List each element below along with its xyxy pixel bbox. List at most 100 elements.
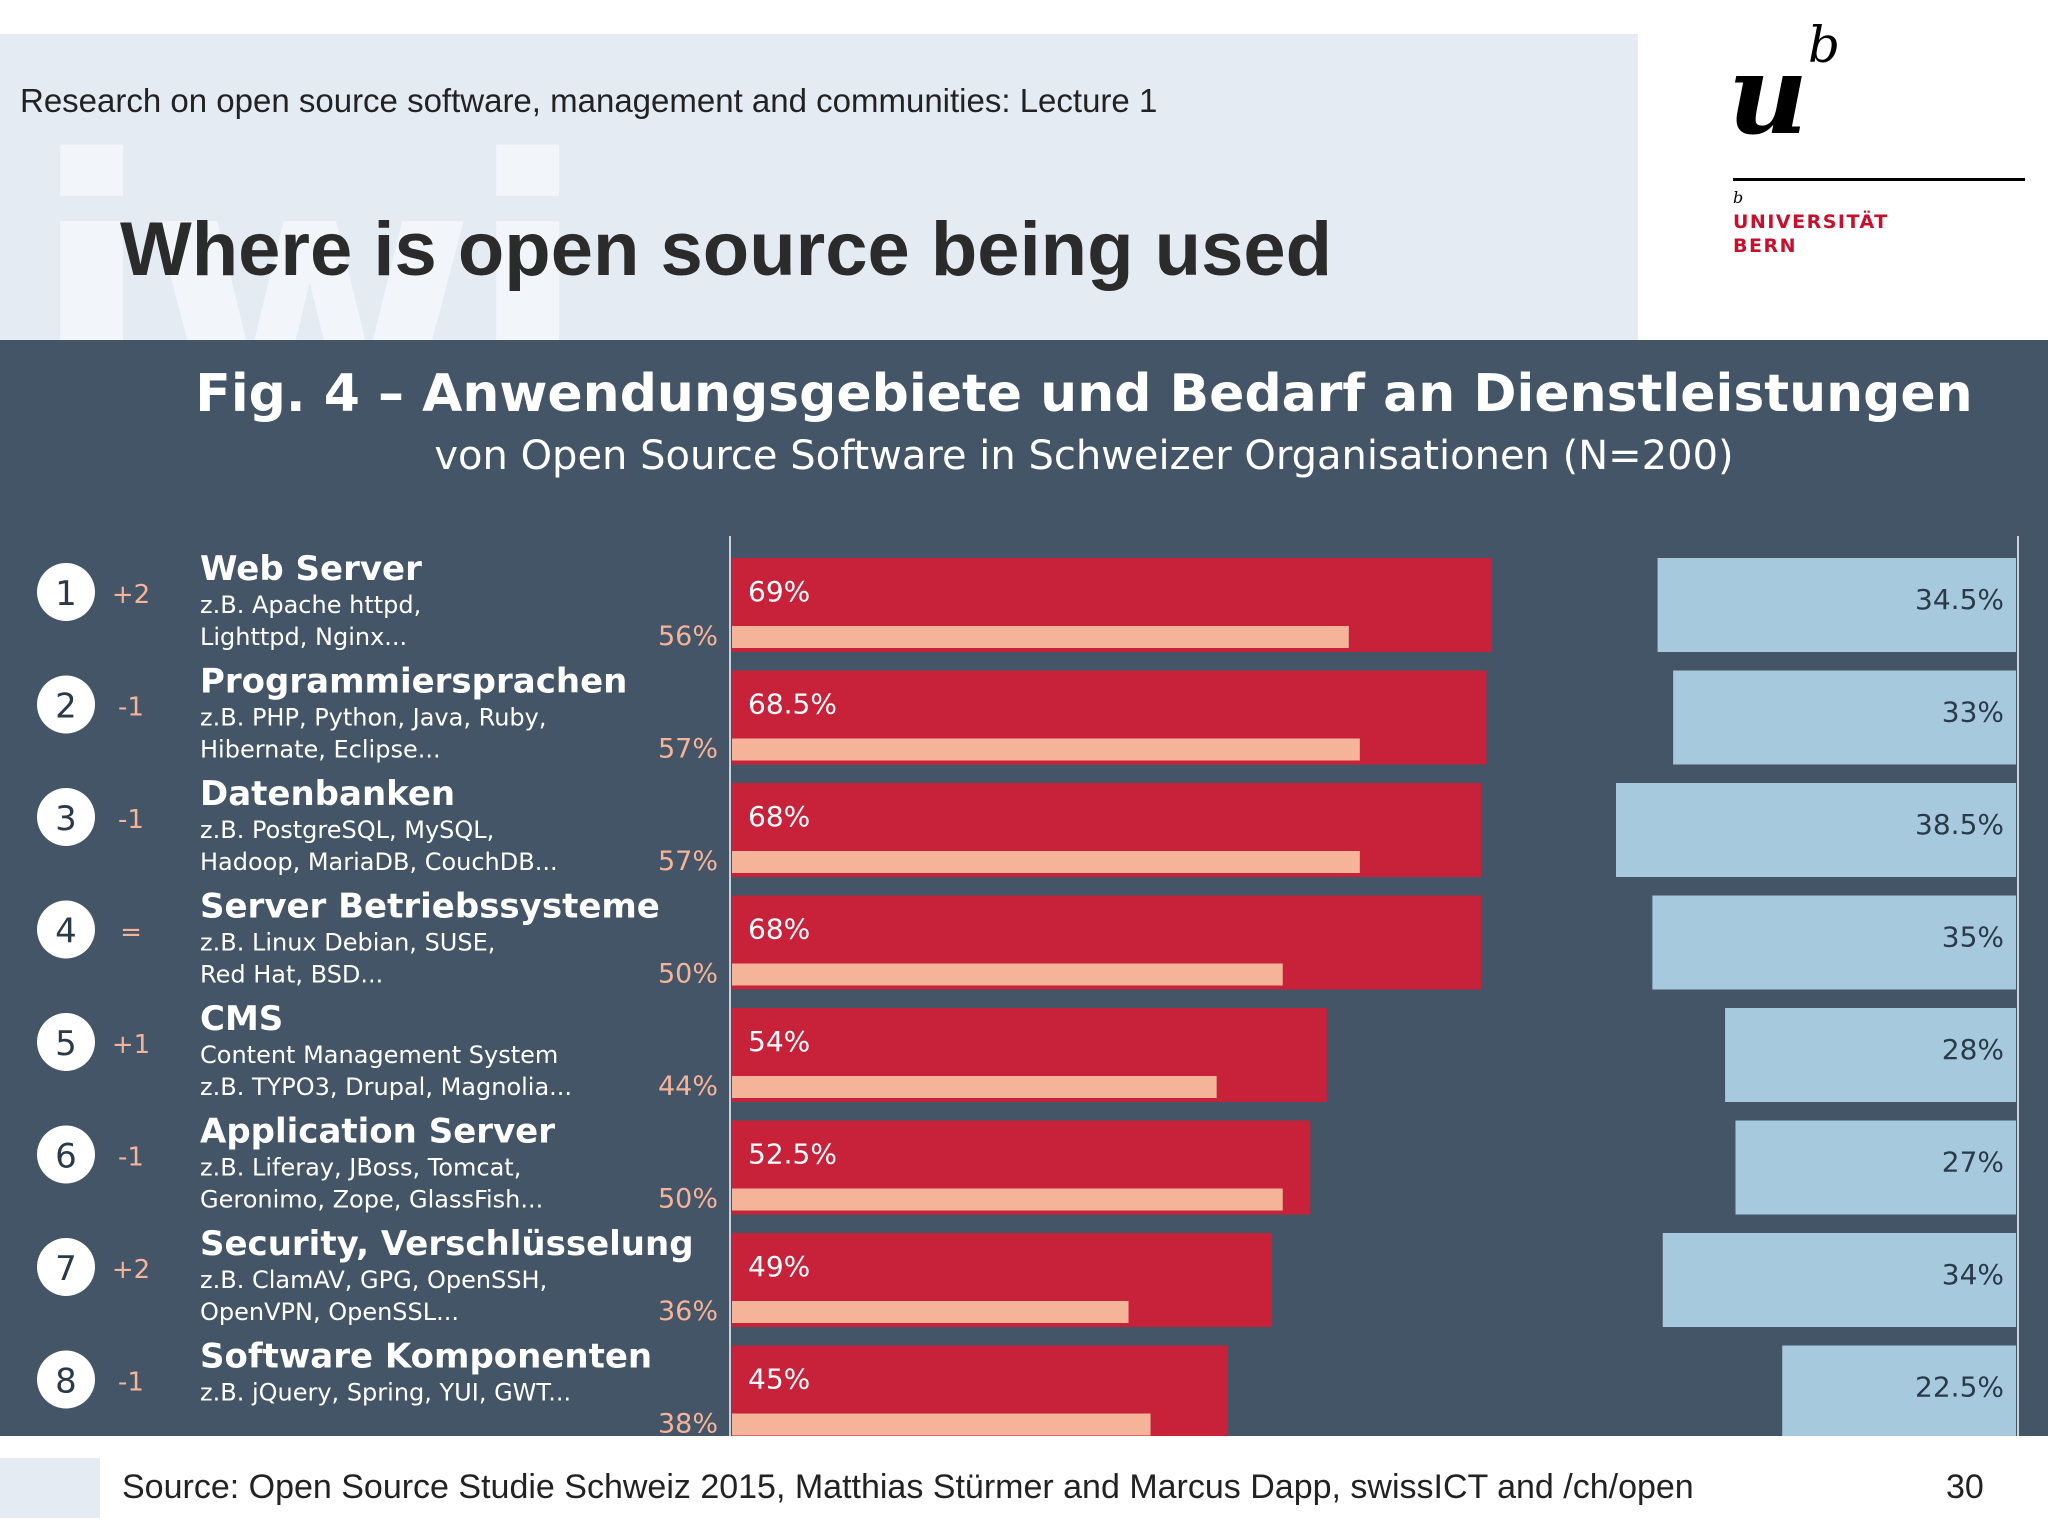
category-desc: Content Management System [200,1041,558,1069]
rank-change: +2 [112,1255,150,1285]
category-name: Security, Verschlüsselung [200,1224,694,1264]
rank-number: 1 [55,574,77,614]
chart-title: Fig. 4 – Anwendungsgebiete und Bedarf an… [195,364,1972,424]
bar-services-label: 38.5% [1915,808,2004,841]
bar-previous [732,1301,1129,1323]
rank-number: 7 [55,1249,77,1289]
bar-services [1735,1120,2016,1215]
rank-change: -1 [118,1368,144,1398]
category-name: Programmiersprachen [200,662,627,702]
rank-circle [37,1013,95,1071]
bar-services [1782,1345,2016,1436]
category-name: Software Komponenten [200,1337,652,1377]
chart-panel: Fig. 4 – Anwendungsgebiete und Bedarf an… [0,340,2048,1436]
category-desc: z.B. Linux Debian, SUSE, [200,929,495,957]
rank-change: = [120,918,142,948]
category-desc: z.B. PHP, Python, Java, Ruby, [200,704,546,732]
bar-services [1657,558,2016,652]
logo-university-name: UNIVERSITÄT BERN [1733,210,1889,258]
category-desc: z.B. PostgreSQL, MySQL, [200,816,494,844]
bar-current-label: 69% [748,575,810,608]
rank-circle [37,675,95,734]
rank-circle [37,1125,95,1184]
logo-u: u [1728,30,1808,159]
rank-number: 5 [55,1024,77,1064]
bar-services [1662,1233,2016,1327]
bar-current-label: 68% [748,913,810,946]
rank-number: 6 [55,1137,77,1177]
bar-current-label: 52.5% [748,1138,837,1171]
bar-current-label: 68.5% [748,688,837,721]
bar-services-label: 34.5% [1915,583,2004,616]
bar-previous [732,1188,1283,1211]
category-name: Server Betriebssysteme [200,887,660,927]
rank-change: +2 [112,580,150,610]
bar-previous [732,626,1349,648]
bar-previous-label: 38% [658,1409,718,1437]
rank-change: -1 [118,1143,144,1173]
iwi-watermark: iwi [30,84,589,341]
rank-change: +1 [112,1030,150,1060]
chart-subtitle: von Open Source Software in Schweizer Or… [434,433,1733,479]
bar-previous-label: 56% [658,621,718,652]
page-number: 30 [1946,1468,1984,1506]
category-name: Web Server [200,549,422,589]
slide-title: Where is open source being used [120,207,1333,292]
category-desc: Geronimo, Zope, GlassFish... [200,1186,543,1214]
logo-small-b: b [1733,188,1744,207]
bar-services-label: 35% [1942,921,2004,954]
bar-services-label: 22.5% [1915,1371,2004,1404]
bar-previous [732,963,1283,986]
bar-services [1616,783,2016,877]
category-desc: Red Hat, BSD... [200,961,383,989]
category-desc: z.B. Apache httpd, [200,591,421,619]
bar-previous-label: 44% [658,1071,718,1102]
footer-swatch [0,1458,100,1518]
logo-rule [1733,178,2025,181]
category-name: Application Server [200,1112,555,1152]
bar-previous [732,1413,1151,1436]
rank-number: 3 [55,799,77,839]
category-desc: z.B. ClamAV, GPG, OpenSSH, [200,1266,547,1294]
logo-university-line2: BERN [1733,235,1797,257]
bar-services [1652,895,2016,990]
bar-services-label: 27% [1942,1146,2004,1179]
bar-current-label: 49% [748,1250,810,1283]
source-text: Source: Open Source Studie Schweiz 2015,… [122,1468,1694,1506]
rank-circle [37,563,95,621]
header-band: iwi Research on open source software, ma… [0,34,1638,340]
bar-current-label: 45% [748,1363,810,1396]
category-desc: Lighttpd, Nginx... [200,623,407,651]
rank-circle [37,900,95,959]
bar-services-label: 34% [1942,1258,2004,1291]
bar-previous-label: 36% [658,1296,718,1327]
category-desc: Hadoop, MariaDB, CouchDB... [200,848,558,876]
bar-previous-label: 50% [658,1184,718,1215]
rank-number: 4 [55,912,77,952]
rank-change: -1 [118,805,144,835]
category-desc: Hibernate, Eclipse... [200,736,441,764]
rank-change: -1 [118,693,144,723]
rank-circle [37,1350,95,1409]
category-name: Datenbanken [200,774,455,814]
chart-svg: Fig. 4 – Anwendungsgebiete und Bedarf an… [37,364,2019,1437]
rank-circle [37,788,95,846]
bar-previous-label: 50% [658,959,718,990]
bar-previous-label: 57% [658,734,718,765]
category-name: CMS [200,999,283,1039]
category-desc: z.B. jQuery, Spring, YUI, GWT... [200,1379,571,1407]
bar-services [1673,670,2016,765]
bar-current-label: 54% [748,1025,810,1058]
rank-number: 2 [55,687,77,727]
bar-previous [732,738,1360,761]
bar-current-label: 68% [748,800,810,833]
bar-services [1725,1008,2016,1102]
bar-services-label: 33% [1942,696,2004,729]
category-desc: OpenVPN, OpenSSL... [200,1298,459,1326]
category-desc: z.B. Liferay, JBoss, Tomcat, [200,1154,521,1182]
category-desc: z.B. TYPO3, Drupal, Magnolia... [200,1073,572,1101]
rank-circle [37,1238,95,1296]
logo-b: b [1808,16,1841,74]
university-logo: u b b UNIVERSITÄT BERN [1720,20,2030,260]
footer: Source: Open Source Studie Schweiz 2015,… [0,1436,2048,1536]
